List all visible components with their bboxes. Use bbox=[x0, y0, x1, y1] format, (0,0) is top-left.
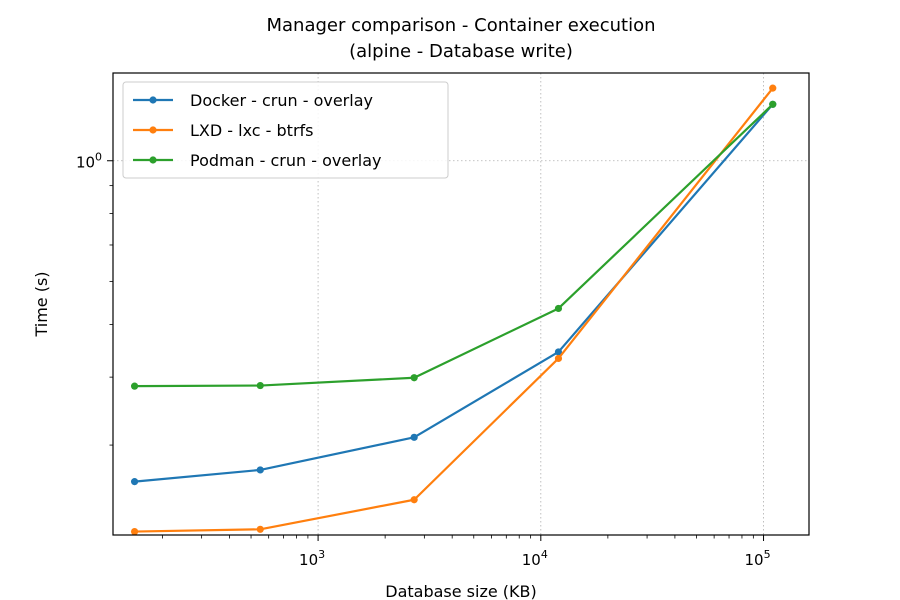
data-point bbox=[256, 466, 264, 474]
legend-marker bbox=[149, 126, 157, 134]
data-point bbox=[130, 382, 139, 390]
x-tick-label: 105 bbox=[744, 548, 770, 569]
x-tick-label: 103 bbox=[299, 548, 325, 569]
y-axis-ticks: 100 bbox=[76, 151, 113, 446]
legend-marker bbox=[149, 156, 157, 164]
legend-box bbox=[122, 81, 449, 179]
data-point bbox=[769, 84, 777, 92]
legend-label: Podman - crun - overlay bbox=[190, 151, 382, 170]
data-series bbox=[130, 84, 777, 536]
data-point bbox=[769, 100, 777, 108]
data-point bbox=[554, 354, 563, 363]
data-point bbox=[410, 374, 418, 382]
legend-label: LXD - lxc - btrfs bbox=[190, 121, 314, 140]
x-axis-ticks: 103 104 105 bbox=[162, 535, 771, 569]
legend-entry: LXD - lxc - btrfs bbox=[133, 121, 314, 140]
data-point bbox=[130, 478, 139, 486]
legend-marker bbox=[149, 96, 157, 104]
data-point bbox=[410, 496, 418, 504]
data-point bbox=[256, 525, 264, 533]
legend-label: Docker - crun - overlay bbox=[190, 91, 373, 110]
legend-entry: Docker - crun - overlay bbox=[133, 91, 373, 110]
y-tick-label: 100 bbox=[76, 151, 102, 172]
chart-title: Manager comparison - Container execution bbox=[266, 15, 655, 36]
y-axis-label: Time (s) bbox=[32, 271, 51, 337]
plot-area: 103 104 105 100 bbox=[76, 72, 810, 569]
data-point bbox=[130, 527, 139, 536]
data-point bbox=[410, 433, 418, 441]
data-point bbox=[554, 304, 563, 313]
legend-entry: Podman - crun - overlay bbox=[133, 151, 382, 170]
x-axis-label: Database size (KB) bbox=[385, 582, 537, 600]
series-2 bbox=[130, 84, 777, 536]
data-point bbox=[256, 381, 264, 390]
series-3 bbox=[130, 100, 777, 390]
data-point bbox=[554, 348, 563, 356]
x-tick-label: 104 bbox=[522, 548, 548, 569]
plot-frame bbox=[112, 72, 810, 536]
legend: Docker - crun - overlay LXD - lxc - btrfs… bbox=[122, 81, 449, 179]
chart-subtitle: (alpine - Database write) bbox=[349, 41, 573, 62]
